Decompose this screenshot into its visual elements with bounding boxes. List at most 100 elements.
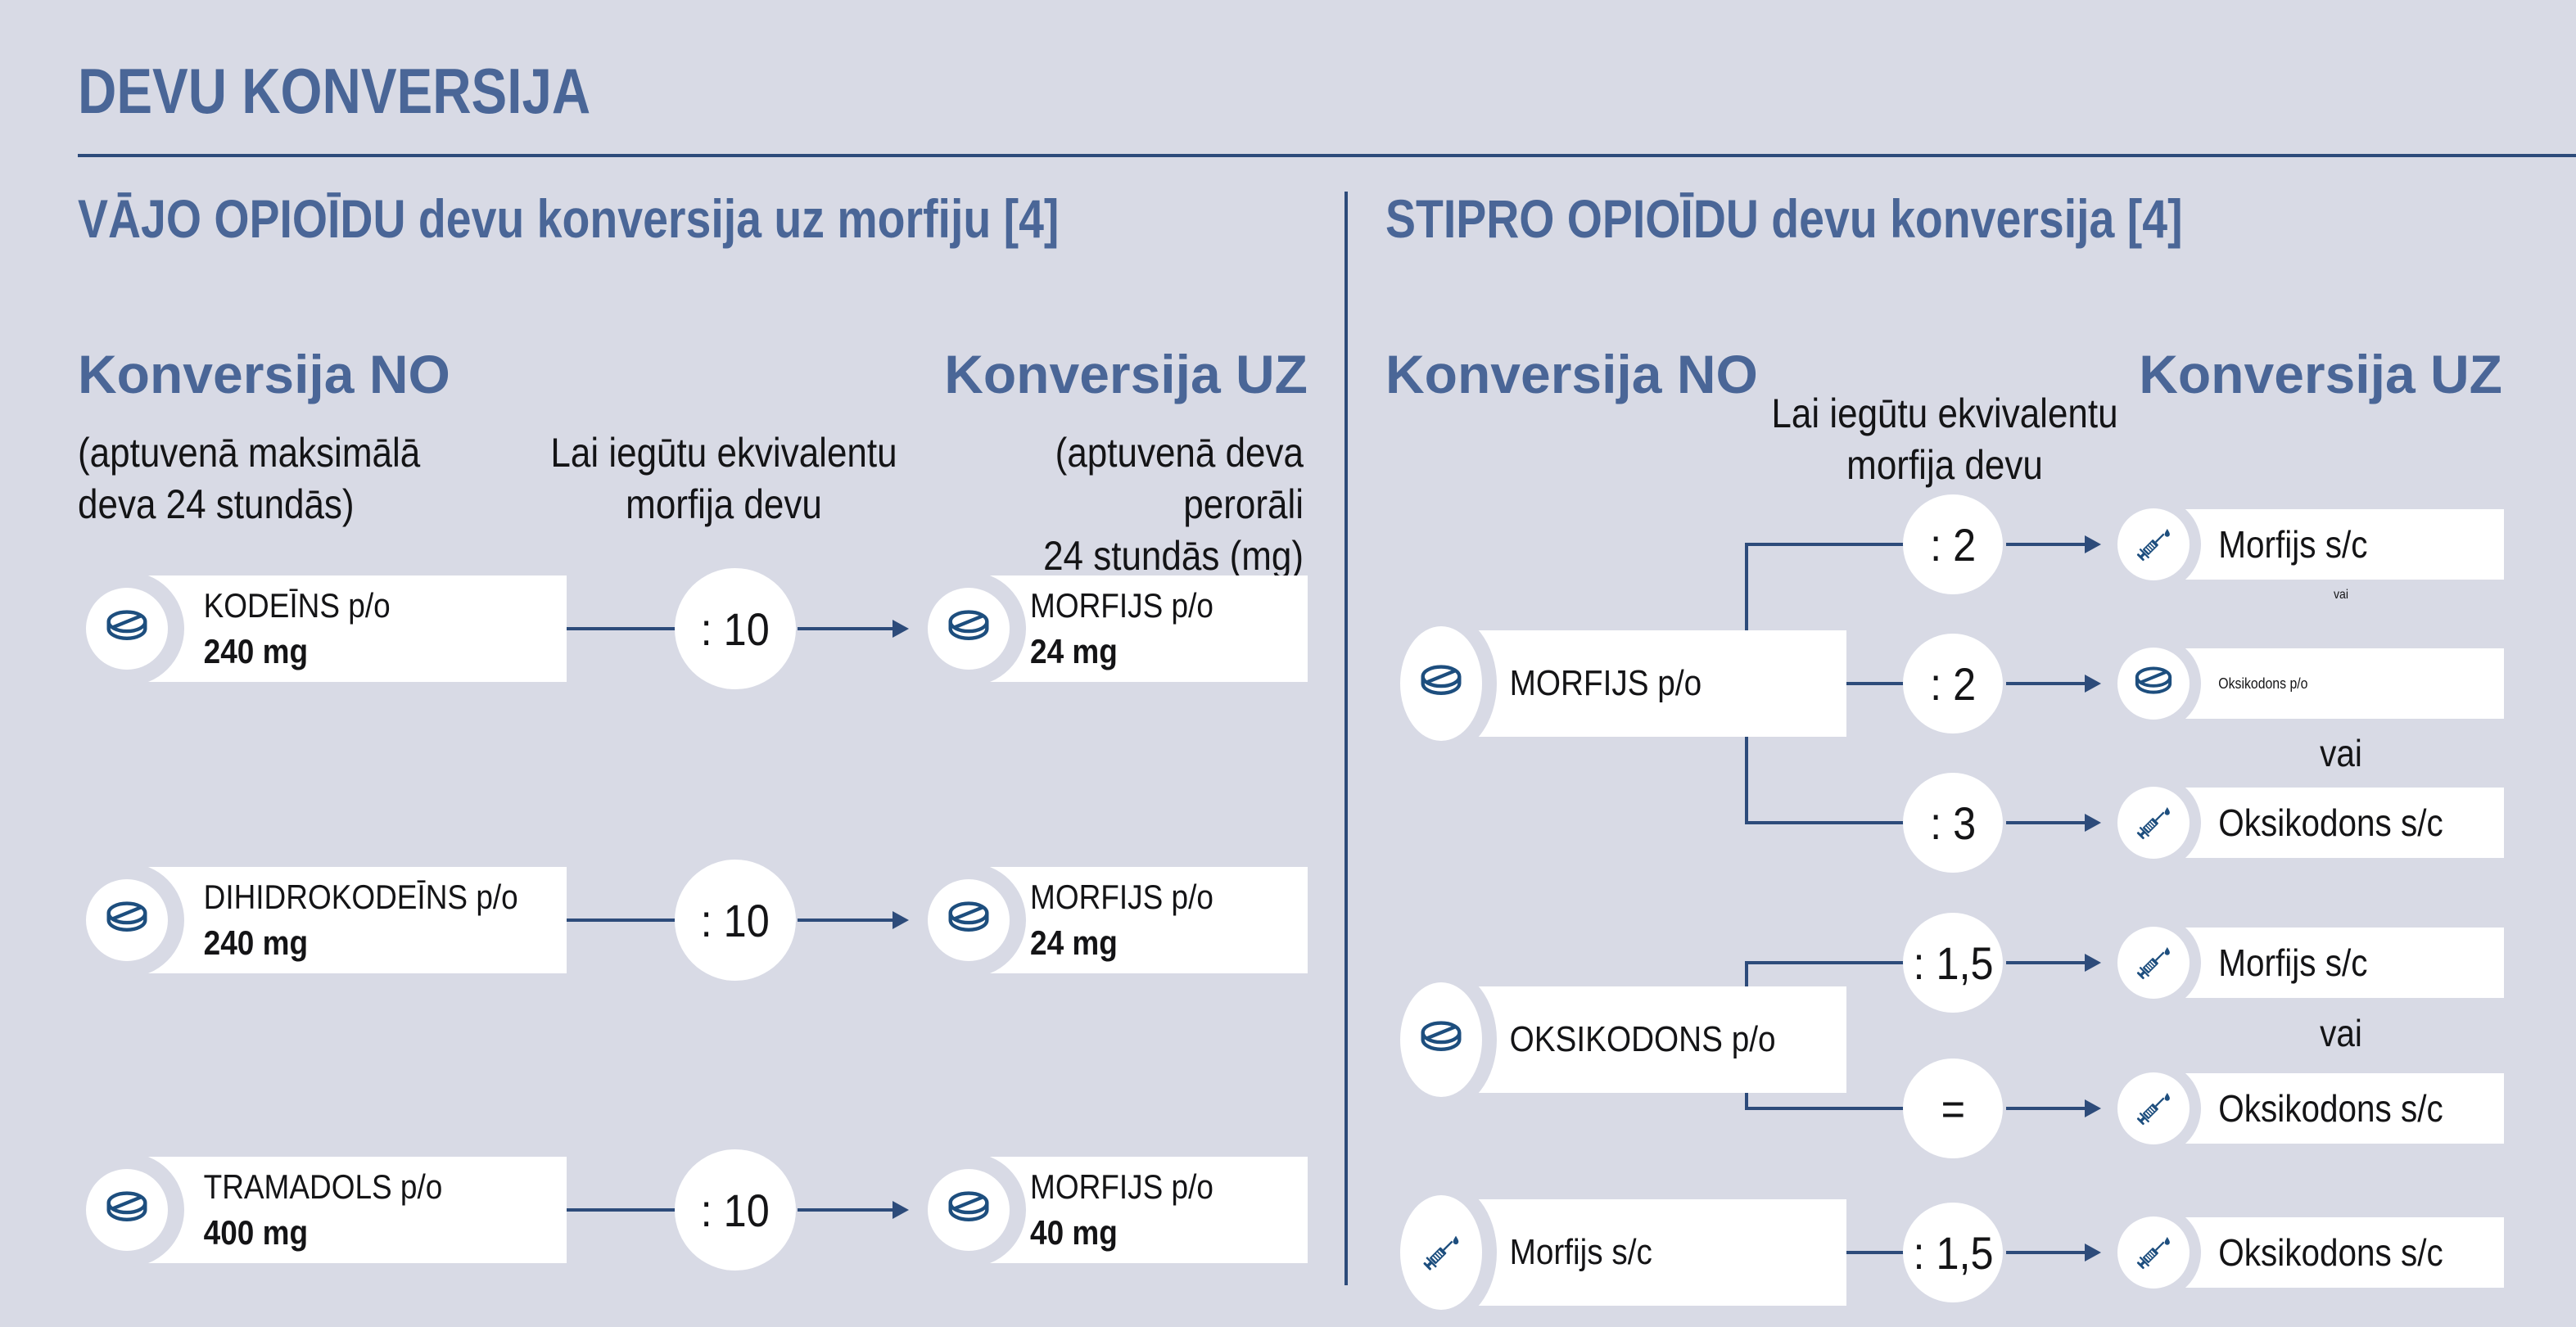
factor-label: : 10 — [700, 603, 771, 655]
branch-line — [1745, 1107, 1905, 1110]
pill-icon — [1421, 665, 1462, 695]
connector-line — [567, 919, 676, 922]
drug-box-oksikodons-sc: Oksikodons s/c — [2178, 1073, 2504, 1144]
branch-arrow — [2006, 682, 2085, 685]
factor-label: : 10 — [700, 1184, 771, 1236]
pill-icon — [106, 901, 147, 932]
factor-label: : 1,5 — [1912, 937, 1994, 989]
factor-label: : 2 — [1929, 518, 1977, 571]
pill-badge — [86, 1169, 168, 1251]
drug-name: TRAMADOLS p/o — [203, 1167, 443, 1206]
right-mid-note: Lai iegūtu ekvivalentu morfija devu — [1765, 388, 2125, 491]
right-column-to-label: Konversija UZ — [2139, 344, 2502, 404]
left-to-note-line1: (aptuvenā deva perorāli — [1055, 430, 1304, 527]
connector-arrow — [798, 1208, 893, 1212]
panel-divider-line — [1344, 192, 1348, 1285]
pill-icon — [948, 901, 989, 932]
left-section-heading: VĀJO OPIOĪDU devu konversija uz morfiju … — [78, 188, 1060, 249]
branch-arrow — [2006, 961, 2085, 964]
drug-name: Morfijs s/c — [2218, 523, 2368, 566]
left-column-to-label: Konversija UZ — [944, 344, 1308, 404]
drug-name: OKSIKODONS p/o — [1509, 1019, 1776, 1059]
factor-disc: : 10 — [675, 1149, 796, 1271]
left-mid-note-line2: morfija devu — [626, 481, 822, 527]
connector-line — [567, 627, 676, 630]
left-from-note-line1: (aptuvenā maksimālā — [78, 430, 421, 476]
or-label-small: vai — [2333, 588, 2348, 602]
factor-label: : 2 — [1929, 657, 1977, 710]
branch-line — [1745, 543, 1905, 546]
branch-arrow — [2006, 1107, 2085, 1110]
drug-dose: 400 mg — [203, 1213, 309, 1252]
pill-badge — [2117, 648, 2190, 720]
syringe-icon — [2136, 1236, 2170, 1270]
connector-line — [1846, 1251, 1905, 1254]
factor-disc: : 1,5 — [1903, 1203, 2003, 1302]
connector-arrow — [798, 627, 893, 630]
or-label: vai — [2320, 1012, 2362, 1054]
page-title: DEVU KONVERSIJA — [78, 55, 591, 127]
branch-arrow — [2006, 543, 2085, 546]
drug-name: KODEĪNS p/o — [203, 586, 391, 625]
drug-name: Oksikodons s/c — [2218, 1087, 2443, 1130]
connector-arrow — [798, 919, 893, 922]
factor-disc: : 2 — [1903, 634, 2003, 733]
factor-disc: : 2 — [1903, 494, 2003, 594]
drug-box-morfijs-po: MORFIJS p/o 40 mg — [988, 1157, 1308, 1263]
syringe-badge — [2117, 508, 2190, 580]
drug-box-oksikodons-po: Oksikodons p/o — [2178, 648, 2504, 719]
drug-box-dihidrokodeins: DIHIDROKODEĪNS p/o 240 mg — [147, 867, 567, 973]
drug-box-morfijs-sc: Morfijs s/c — [2178, 509, 2504, 580]
pill-badge — [86, 879, 168, 961]
factor-disc: : 1,5 — [1903, 913, 2003, 1013]
drug-box-morfijs-po: MORFIJS p/o 24 mg — [988, 867, 1308, 973]
right-mid-note-line2: morfija devu — [1846, 442, 2043, 488]
pill-icon — [948, 1191, 989, 1221]
drug-name: Morfijs s/c — [1509, 1232, 1652, 1272]
pill-icon — [1421, 1021, 1462, 1051]
drug-box-morfijs-sc-source: Morfijs s/c — [1459, 1199, 1846, 1306]
left-from-note: (aptuvenā maksimālā deva 24 stundās) — [78, 427, 420, 530]
drug-box-oksikodons-sc: Oksikodons s/c — [2178, 1217, 2504, 1288]
pill-badge — [86, 588, 168, 670]
left-mid-note-line1: Lai iegūtu ekvivalentu — [550, 430, 897, 476]
drug-box-oksikodons-sc: Oksikodons s/c — [2178, 788, 2504, 858]
syringe-icon — [2136, 946, 2170, 980]
drug-name: Oksikodons s/c — [2218, 801, 2443, 844]
drug-name: MORFIJS p/o — [1030, 878, 1213, 916]
branch-line — [1745, 961, 1905, 964]
branch-line — [1745, 821, 1905, 824]
drug-name: Oksikodons s/c — [2218, 1231, 2443, 1274]
drug-box-kodeins: KODEĪNS p/o 240 mg — [147, 575, 567, 682]
pill-icon — [106, 1191, 147, 1221]
drug-name: DIHIDROKODEĪNS p/o — [203, 878, 518, 916]
syringe-badge — [2117, 927, 2190, 999]
drug-name: Morfijs s/c — [2218, 941, 2368, 984]
branch-arrow — [2006, 821, 2085, 824]
syringe-badge — [2117, 1216, 2190, 1289]
left-mid-note: Lai iegūtu ekvivalentu morfija devu — [544, 427, 904, 530]
factor-label: : 10 — [700, 894, 771, 946]
pill-badge — [928, 1169, 1010, 1251]
factor-label: : 1,5 — [1912, 1226, 1994, 1279]
syringe-icon — [2136, 528, 2170, 562]
factor-disc: : 10 — [675, 860, 796, 981]
drug-dose: 240 mg — [203, 632, 309, 670]
drug-dose: 40 mg — [1030, 1213, 1118, 1252]
left-to-note-line2: 24 stundās (mg) — [1043, 533, 1304, 579]
drug-box-oksikodons-po-source: OKSIKODONS p/o — [1459, 986, 1846, 1093]
pill-badge — [928, 588, 1010, 670]
factor-label: : 3 — [1929, 797, 1977, 849]
factor-disc: : 3 — [1903, 773, 2003, 873]
syringe-icon — [1423, 1235, 1459, 1271]
factor-disc: : 10 — [675, 568, 796, 689]
connector-line — [567, 1208, 676, 1212]
drug-box-morfijs-sc: Morfijs s/c — [2178, 928, 2504, 998]
or-label: vai — [2320, 732, 2362, 774]
drug-name: MORFIJS p/o — [1030, 1167, 1213, 1206]
left-to-note: (aptuvenā deva perorāli 24 stundās (mg) — [943, 427, 1304, 582]
pill-icon — [106, 610, 147, 640]
pill-icon — [2135, 666, 2172, 694]
connector-arrow — [2006, 1251, 2085, 1254]
